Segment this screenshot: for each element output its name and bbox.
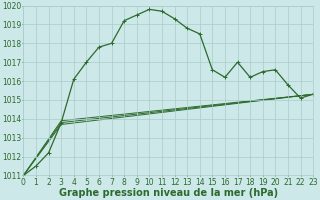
X-axis label: Graphe pression niveau de la mer (hPa): Graphe pression niveau de la mer (hPa): [59, 188, 278, 198]
